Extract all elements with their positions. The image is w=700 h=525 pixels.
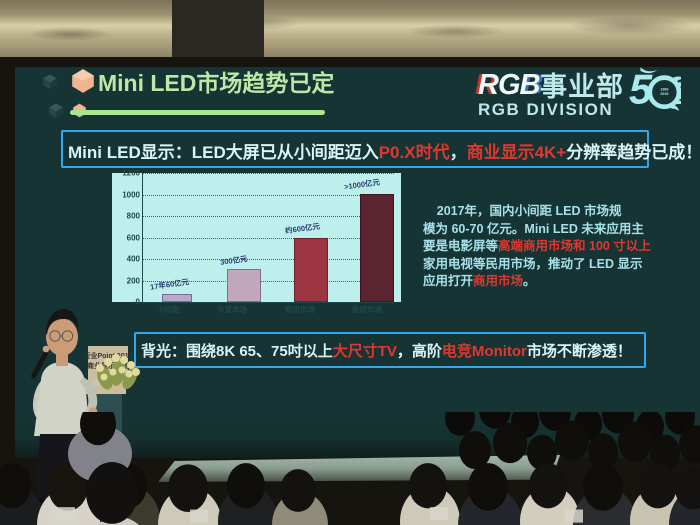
- svg-text:1969: 1969: [660, 88, 668, 92]
- svg-text:2019: 2019: [660, 92, 668, 96]
